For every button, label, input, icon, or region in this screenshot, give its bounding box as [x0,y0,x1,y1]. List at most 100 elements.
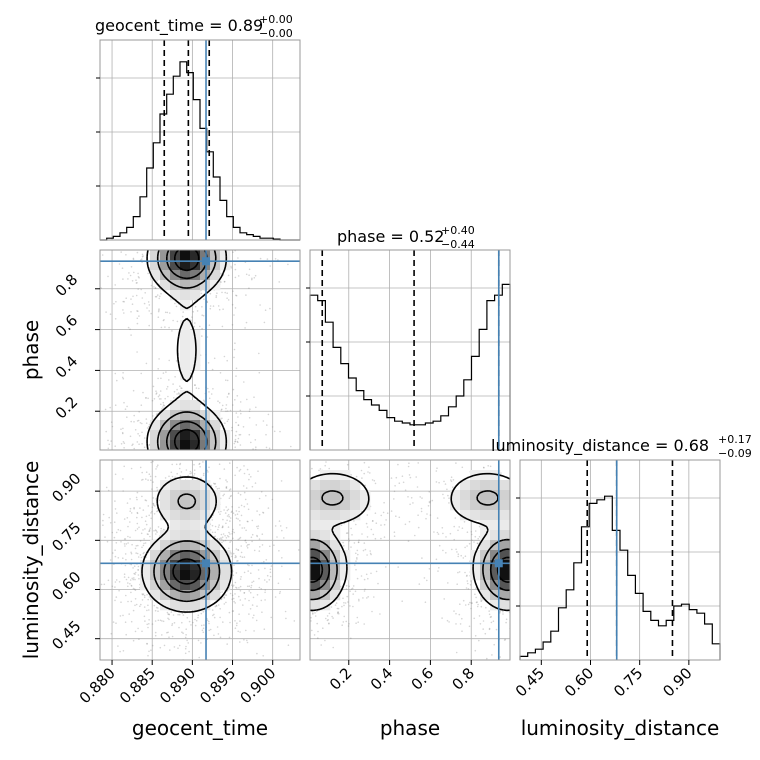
sample-point [196,460,198,462]
sample-point [511,573,513,575]
sample-point [512,574,514,576]
sample-point [211,451,213,453]
sample-point [269,501,271,503]
sample-point [239,620,241,622]
sample-point [539,565,541,567]
sample-point [286,596,288,598]
sample-point [283,620,285,622]
sample-point [193,220,195,222]
sample-point [453,538,456,541]
sample-point [177,230,179,232]
sample-point [526,535,528,537]
sample-point [200,612,203,615]
sample-point [407,496,409,498]
sample-point [289,601,291,603]
sample-point [169,218,171,220]
sample-point [362,597,364,599]
sample-point [90,523,92,525]
sample-point [304,576,306,578]
sample-point [303,553,305,555]
sample-point [149,174,151,176]
sample-point [193,463,195,466]
sample-point [243,556,246,558]
sample-point [486,657,488,660]
sample-point [148,623,150,625]
density-cell [150,430,161,441]
sample-point [130,159,132,161]
sample-point [154,458,156,460]
sample-point [171,635,174,638]
density-cell [170,570,181,581]
sample-point [114,473,117,476]
sample-point [138,277,140,279]
sample-point [408,520,411,523]
sample-point [138,484,140,486]
sample-point [373,479,376,482]
sample-point [141,630,143,633]
sample-point [123,465,125,468]
sample-point [278,550,280,552]
sample-point [417,462,420,464]
sample-point [133,414,135,417]
sample-point [523,595,525,597]
sample-point [532,529,534,531]
sample-point [215,248,217,250]
sample-point [357,553,359,556]
sample-point [174,302,176,305]
sample-point [223,355,226,358]
sample-point [335,602,338,604]
sample-point [234,451,236,453]
sample-point [236,440,239,443]
sample-point [331,615,333,618]
sample-point [186,617,189,619]
sample-point [467,582,469,585]
sample-point [366,554,368,556]
sample-point [303,548,305,550]
sample-point [274,525,277,527]
sample-point [194,454,196,456]
sample-point [135,496,138,499]
sample-point [225,487,228,489]
density-cell [180,570,191,581]
sample-point [379,613,381,615]
sample-point [428,501,431,503]
sample-point [166,631,168,634]
sample-point [558,586,560,588]
sample-point [526,586,528,588]
sample-point [250,476,252,478]
sample-point [525,601,527,603]
sample-point [215,224,217,226]
sample-point [456,583,459,585]
sample-point [393,490,396,493]
sample-point [214,482,217,485]
sample-point [250,586,252,589]
sample-point [137,556,140,558]
sample-point [277,568,279,570]
sample-point [232,290,234,293]
sample-point [123,454,125,456]
sample-point [255,619,258,622]
sample-point [223,242,225,244]
sample-point [288,582,290,584]
sample-point [382,511,385,514]
sample-point [150,649,152,651]
sample-point [277,259,279,261]
sample-point [224,487,226,489]
sample-point [137,569,139,571]
sample-point [298,516,300,518]
sample-point [354,564,356,566]
sample-point [237,275,240,277]
sample-point [458,571,461,573]
sample-point [178,199,180,201]
sample-point [225,242,227,244]
density-cell [180,530,191,541]
sample-point [225,407,227,410]
sample-point [523,468,525,470]
sample-point [172,319,174,322]
sample-point [150,461,152,464]
sample-point [229,488,232,490]
sample-point [179,478,181,481]
sample-point [181,621,183,624]
sample-point [535,529,537,531]
